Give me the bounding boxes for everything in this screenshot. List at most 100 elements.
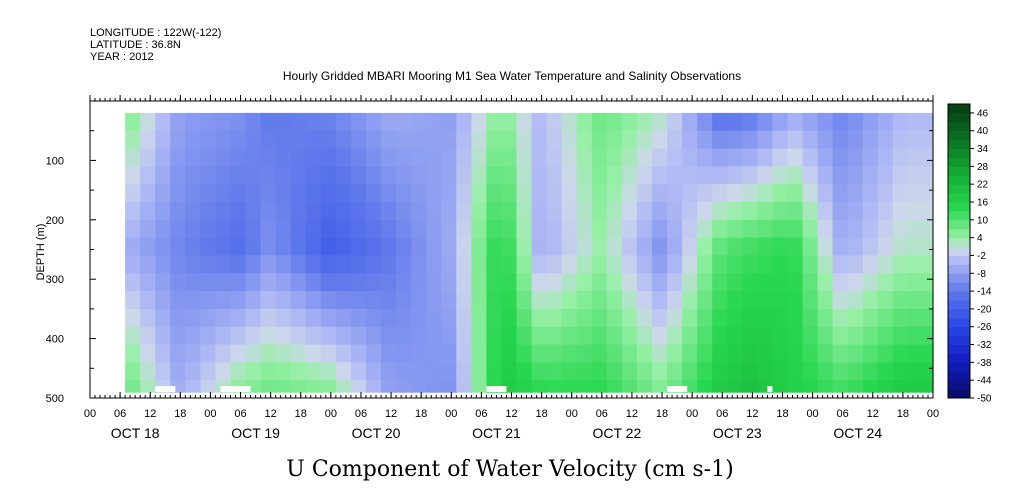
- heatmap-cell: [125, 237, 141, 256]
- x-hour-label: 06: [475, 408, 487, 420]
- heatmap-cell: [335, 237, 352, 256]
- heatmap-cell: [305, 202, 322, 221]
- heatmap-cell: [606, 308, 623, 328]
- x-hour-label: 18: [535, 408, 547, 420]
- heatmap-cell: [366, 202, 382, 221]
- heatmap-cell: [350, 380, 367, 393]
- heatmap-cell: [170, 148, 186, 167]
- colorbar-band: [948, 389, 970, 399]
- heatmap-cell: [366, 326, 382, 346]
- x-hour-label: 18: [656, 408, 668, 420]
- heatmap-cell: [907, 237, 924, 256]
- heatmap-cell: [516, 184, 533, 203]
- heatmap-cell: [877, 219, 894, 239]
- heatmap-cell: [290, 291, 307, 310]
- heatmap-cell: [832, 130, 849, 150]
- heatmap-cell: [155, 326, 171, 346]
- heatmap-cell: [471, 255, 488, 274]
- heatmap-cell: [531, 166, 548, 185]
- colorbar-band: [948, 104, 970, 114]
- heatmap-cell: [546, 273, 563, 292]
- heatmap-cell: [486, 112, 503, 132]
- heatmap-cell: [892, 184, 909, 203]
- heatmap-cell: [155, 130, 171, 150]
- colorbar-band: [948, 121, 970, 132]
- heatmap-cell: [877, 291, 894, 310]
- heatmap-cell: [381, 202, 397, 221]
- heatmap-cell: [862, 344, 879, 363]
- heatmap-cell: [847, 308, 864, 328]
- heatmap-cell: [125, 130, 141, 150]
- heatmap-cell: [200, 166, 217, 185]
- heatmap-cell: [185, 344, 201, 363]
- heatmap-cell: [305, 166, 322, 185]
- heatmap-cell: [787, 308, 804, 328]
- heatmap-cell: [185, 326, 201, 346]
- heatmap-cell: [140, 184, 156, 203]
- heatmap-cell: [772, 219, 789, 239]
- heatmap-cell: [260, 166, 277, 185]
- heatmap-cell: [892, 202, 909, 221]
- heatmap-cell: [335, 166, 352, 185]
- heatmap-cell: [682, 202, 698, 221]
- heatmap-cell: [305, 184, 322, 203]
- heatmap-cell: [772, 273, 789, 292]
- heatmap-cell: [742, 291, 758, 310]
- heatmap-cell: [305, 255, 322, 274]
- heatmap-cell: [727, 255, 743, 274]
- heatmap-cell: [787, 291, 804, 310]
- heatmap-cell: [817, 166, 834, 185]
- heatmap-cell: [667, 202, 683, 221]
- heatmap-field: [125, 112, 934, 393]
- heatmap-cell: [817, 130, 834, 150]
- heatmap-cell: [230, 237, 247, 256]
- heatmap-cell: [697, 362, 713, 381]
- heatmap-cell: [215, 255, 232, 274]
- heatmap-cell: [290, 237, 307, 256]
- heatmap-cell: [847, 362, 864, 381]
- heatmap-cell: [757, 273, 774, 292]
- heatmap-cell: [155, 362, 171, 381]
- heatmap-cell: [486, 326, 503, 346]
- heatmap-cell: [275, 273, 292, 292]
- heatmap-cell: [877, 344, 894, 363]
- x-hour-label: 18: [897, 408, 909, 420]
- heatmap-cell: [140, 219, 156, 239]
- heatmap-cell: [832, 362, 849, 381]
- heatmap-cell: [200, 202, 217, 221]
- heatmap-cell: [381, 362, 397, 381]
- heatmap-cell: [712, 255, 728, 274]
- depth-axis: 100 200 300 400 500: [46, 130, 933, 405]
- heatmap-cell: [877, 166, 894, 185]
- heatmap-cell: [335, 362, 352, 381]
- heatmap-cell: [712, 166, 728, 185]
- heatmap-cell: [230, 184, 247, 203]
- heatmap-cell: [652, 148, 668, 167]
- heatmap-cell: [892, 130, 909, 150]
- heatmap-cell: [381, 308, 397, 328]
- heatmap-cell: [140, 202, 156, 221]
- heatmap-cell: [697, 148, 713, 167]
- heatmap-cell: [802, 326, 819, 346]
- heatmap-cell: [591, 202, 608, 221]
- heatmap-cell: [471, 166, 488, 185]
- heatmap-cell: [516, 130, 533, 150]
- heatmap-cell: [290, 308, 307, 328]
- heatmap-cell: [606, 326, 623, 346]
- heatmap-cell: [260, 362, 277, 381]
- colorbar-band: [948, 273, 970, 283]
- heatmap-cell: [757, 202, 774, 221]
- heatmap-cell: [847, 380, 864, 393]
- heatmap-cell: [847, 255, 864, 274]
- heatmap-cell: [125, 184, 141, 203]
- heatmap-cell: [320, 130, 337, 150]
- heatmap-cell: [742, 308, 758, 328]
- heatmap-cell: [546, 184, 563, 203]
- colorbar-label: -8: [977, 269, 986, 280]
- heatmap-cell: [712, 219, 728, 239]
- heatmap-cell: [125, 326, 141, 346]
- heatmap-cell: [471, 184, 488, 203]
- heatmap-cell: [652, 184, 668, 203]
- heatmap-cell: [772, 291, 789, 310]
- heatmap-cell: [170, 130, 186, 150]
